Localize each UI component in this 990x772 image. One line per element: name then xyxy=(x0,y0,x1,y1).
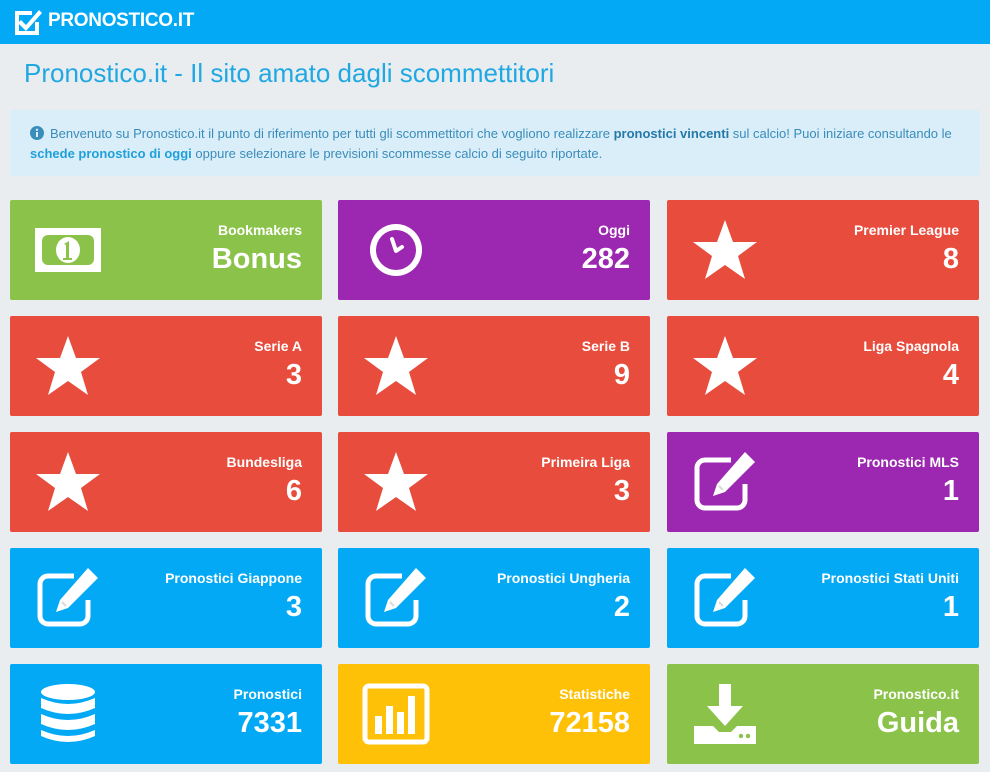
tile-label: Pronostici Giappone xyxy=(165,570,302,586)
tile-statistiche[interactable]: Statistiche 72158 xyxy=(338,664,650,764)
tile-premier-league[interactable]: Premier League 8 xyxy=(667,200,979,300)
tile-liga-spagnola[interactable]: Liga Spagnola 4 xyxy=(667,316,979,416)
tile-serie-b[interactable]: Serie B 9 xyxy=(338,316,650,416)
tile-pronostici[interactable]: Pronostici 7331 xyxy=(10,664,322,764)
tile-label: Primeira Liga xyxy=(541,454,630,470)
bar-chart-icon xyxy=(362,682,430,746)
clock-icon xyxy=(362,218,430,282)
edit-icon xyxy=(691,566,759,630)
logo-text: PRONOSTICO.IT xyxy=(48,10,194,31)
tile-oggi[interactable]: Oggi 282 xyxy=(338,200,650,300)
tile-label: Serie A xyxy=(254,338,302,354)
tile-pronostici-ungheria[interactable]: Pronostici Ungheria 2 xyxy=(338,548,650,648)
tile-value: 3 xyxy=(285,359,302,391)
tile-pronostici-stati-uniti[interactable]: Pronostici Stati Uniti 1 xyxy=(667,548,979,648)
schede-oggi-link[interactable]: schede pronostico di oggi xyxy=(30,146,192,161)
info-alert: Benvenuto su Pronostico.it il punto di r… xyxy=(10,110,980,176)
database-icon xyxy=(34,682,102,746)
tile-label: Pronostico.it xyxy=(873,686,959,702)
tile-label: Oggi xyxy=(598,222,630,238)
download-icon xyxy=(691,682,759,746)
edit-icon xyxy=(34,566,102,630)
edit-icon xyxy=(691,450,759,514)
tile-value: 72158 xyxy=(549,707,630,739)
tile-value: 282 xyxy=(581,243,630,275)
tile-value: Bonus xyxy=(211,243,302,275)
tile-label: Statistiche xyxy=(559,686,630,702)
info-text-2: sul calcio! Puoi iniziare consultando le xyxy=(729,126,952,141)
tile-label: Premier League xyxy=(853,222,959,238)
tile-label: Pronostici MLS xyxy=(857,454,959,470)
tile-label: Pronostici xyxy=(233,686,302,702)
tile-value: 6 xyxy=(285,475,302,507)
tile-value: 1 xyxy=(942,591,959,623)
star-icon xyxy=(691,334,759,398)
money-icon xyxy=(34,218,102,282)
tile-label: Pronostici Stati Uniti xyxy=(821,570,959,586)
tile-value: 1 xyxy=(942,475,959,507)
star-icon xyxy=(362,450,430,514)
tile-bookmakers[interactable]: Bookmakers Bonus xyxy=(10,200,322,300)
star-icon xyxy=(34,450,102,514)
info-circle-icon xyxy=(30,126,44,140)
tile-pronostico-it[interactable]: Pronostico.it Guida xyxy=(667,664,979,764)
tile-label: Bundesliga xyxy=(226,454,302,470)
tile-value: 9 xyxy=(613,359,630,391)
edit-icon xyxy=(362,566,430,630)
tile-serie-a[interactable]: Serie A 3 xyxy=(10,316,322,416)
tile-value: 8 xyxy=(942,243,959,275)
info-text-1: Benvenuto su Pronostico.it il punto di r… xyxy=(50,126,614,141)
star-icon xyxy=(691,218,759,282)
tile-value: Guida xyxy=(876,707,959,739)
tile-value: 4 xyxy=(942,359,959,391)
tile-value: 3 xyxy=(285,591,302,623)
tile-value: 3 xyxy=(613,475,630,507)
star-icon xyxy=(362,334,430,398)
tile-pronostici-giappone[interactable]: Pronostici Giappone 3 xyxy=(10,548,322,648)
tile-value: 2 xyxy=(613,591,630,623)
tile-label: Liga Spagnola xyxy=(863,338,959,354)
tile-label: Pronostici Ungheria xyxy=(496,570,630,586)
top-navbar: PRONOSTICO.IT xyxy=(0,0,990,44)
star-icon xyxy=(34,334,102,398)
checkbox-logo-icon xyxy=(15,10,42,35)
tile-bundesliga[interactable]: Bundesliga 6 xyxy=(10,432,322,532)
tile-label: Serie B xyxy=(581,338,630,354)
tile-label: Bookmakers xyxy=(217,222,302,238)
tile-value: 7331 xyxy=(237,707,302,739)
pronostici-vincenti-link[interactable]: pronostici vincenti xyxy=(613,126,730,141)
tile-primeira-liga[interactable]: Primeira Liga 3 xyxy=(338,432,650,532)
page-title: Pronostico.it - Il sito amato dagli scom… xyxy=(24,58,555,88)
tile-pronostici-mls[interactable]: Pronostici MLS 1 xyxy=(667,432,979,532)
info-text-3: oppure selezionare le previsioni scommes… xyxy=(191,146,603,161)
site-logo[interactable]: PRONOSTICO.IT xyxy=(12,6,194,36)
